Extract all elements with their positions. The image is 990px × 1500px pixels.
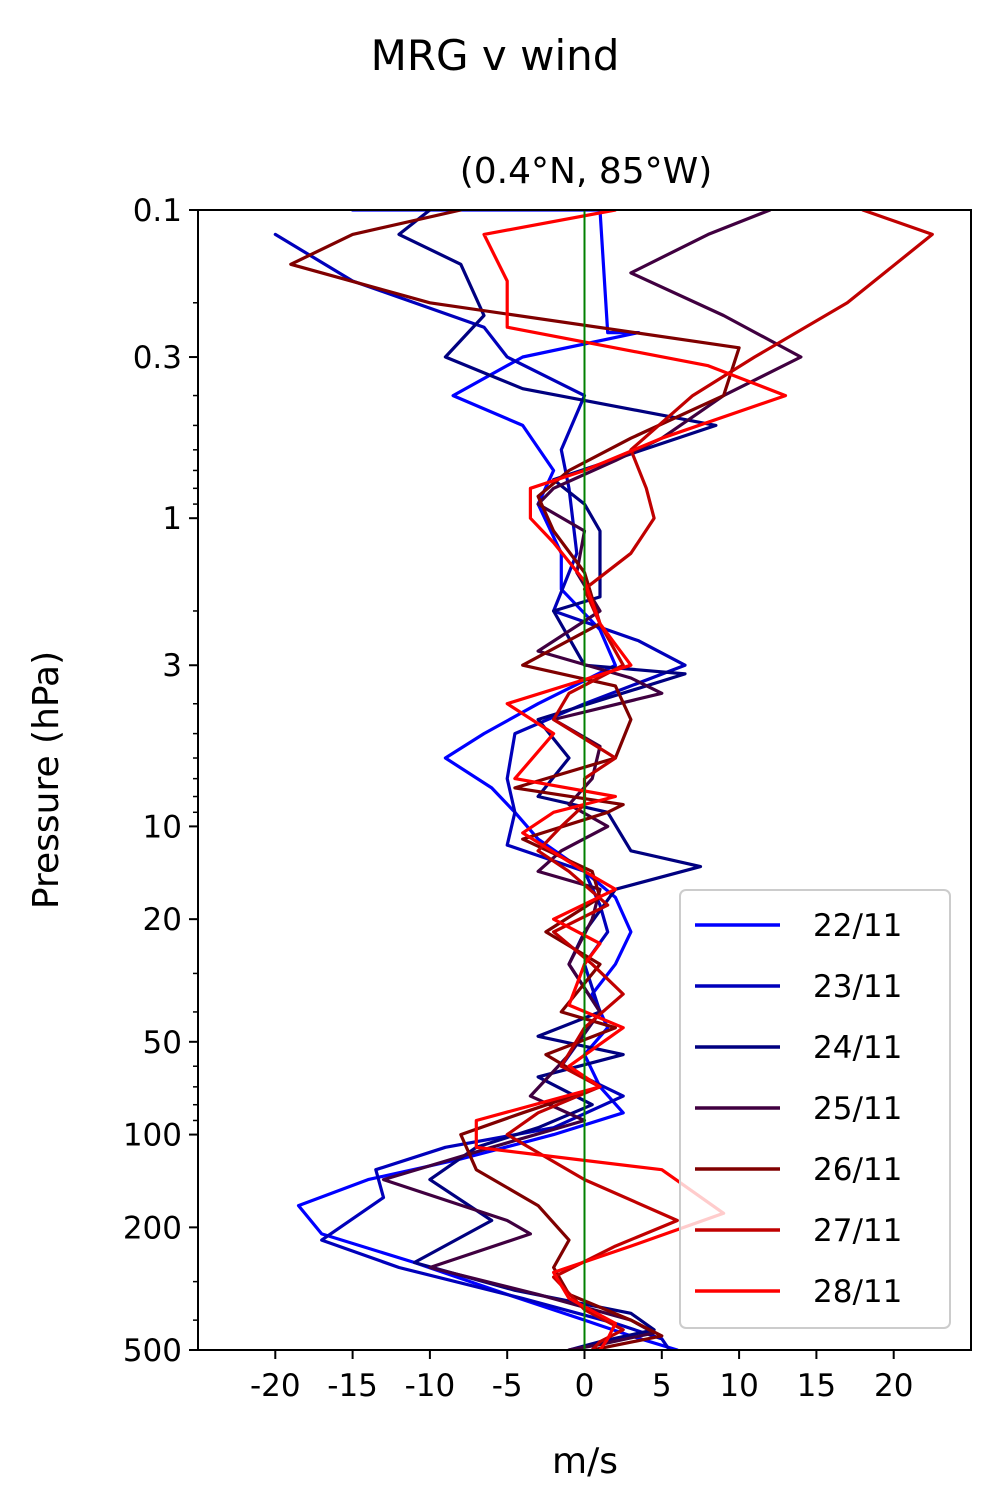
chart-title: MRG v wind <box>371 31 620 80</box>
x-tick-label: 5 <box>652 1368 672 1404</box>
x-axis-label: m/s <box>552 1441 618 1482</box>
series-line-24-11 <box>397 210 718 1350</box>
legend: 22/11 23/11 24/11 25/11 26/11 27/11 28/11 <box>679 889 951 1329</box>
y-tick-label: 0.1 <box>133 193 182 229</box>
legend-label: 22/11 <box>813 908 902 944</box>
y-tick-label: 0.3 <box>133 340 182 376</box>
series-line-22-11 <box>296 210 679 1350</box>
legend-label: 23/11 <box>813 969 902 1005</box>
legend-label: 27/11 <box>813 1213 902 1249</box>
legend-label: 28/11 <box>813 1274 902 1310</box>
plot-frame <box>197 209 972 1351</box>
x-tick-label: -20 <box>250 1368 301 1404</box>
series-line-27-11 <box>505 210 934 1350</box>
y-axis-ticks: 0.1 0.3 1 3 10 20 50 100 200 500 <box>123 193 198 1369</box>
x-tick-label: -5 <box>492 1368 523 1404</box>
legend-frame <box>679 889 951 1329</box>
y-tick-label: 1 <box>162 501 182 537</box>
x-tick-label: 10 <box>719 1368 758 1404</box>
x-axis-ticks: -20 -15 -10 -5 0 5 10 15 20 <box>250 1350 913 1404</box>
y-tick-label: 10 <box>143 809 182 845</box>
y-tick-label: 100 <box>123 1118 182 1154</box>
legend-label: 26/11 <box>813 1152 902 1188</box>
x-tick-label: 0 <box>575 1368 595 1404</box>
x-tick-label: 15 <box>797 1368 836 1404</box>
x-tick-label: -10 <box>405 1368 456 1404</box>
series-line-23-11 <box>273 232 687 1350</box>
legend-label: 25/11 <box>813 1091 902 1127</box>
legend-label: 24/11 <box>813 1030 902 1066</box>
x-tick-label: 20 <box>874 1368 913 1404</box>
y-tick-label: 50 <box>143 1025 182 1061</box>
chart-subtitle: (0.4°N, 85°W) <box>460 151 713 192</box>
y-tick-label: 200 <box>123 1210 182 1246</box>
x-tick-label: -15 <box>327 1368 378 1404</box>
y-tick-label: 20 <box>143 902 182 938</box>
y-axis-label: Pressure (hPa) <box>26 651 67 909</box>
y-tick-label: 500 <box>123 1333 182 1369</box>
series-line-26-11 <box>289 210 741 1350</box>
y-tick-label: 3 <box>162 648 182 684</box>
